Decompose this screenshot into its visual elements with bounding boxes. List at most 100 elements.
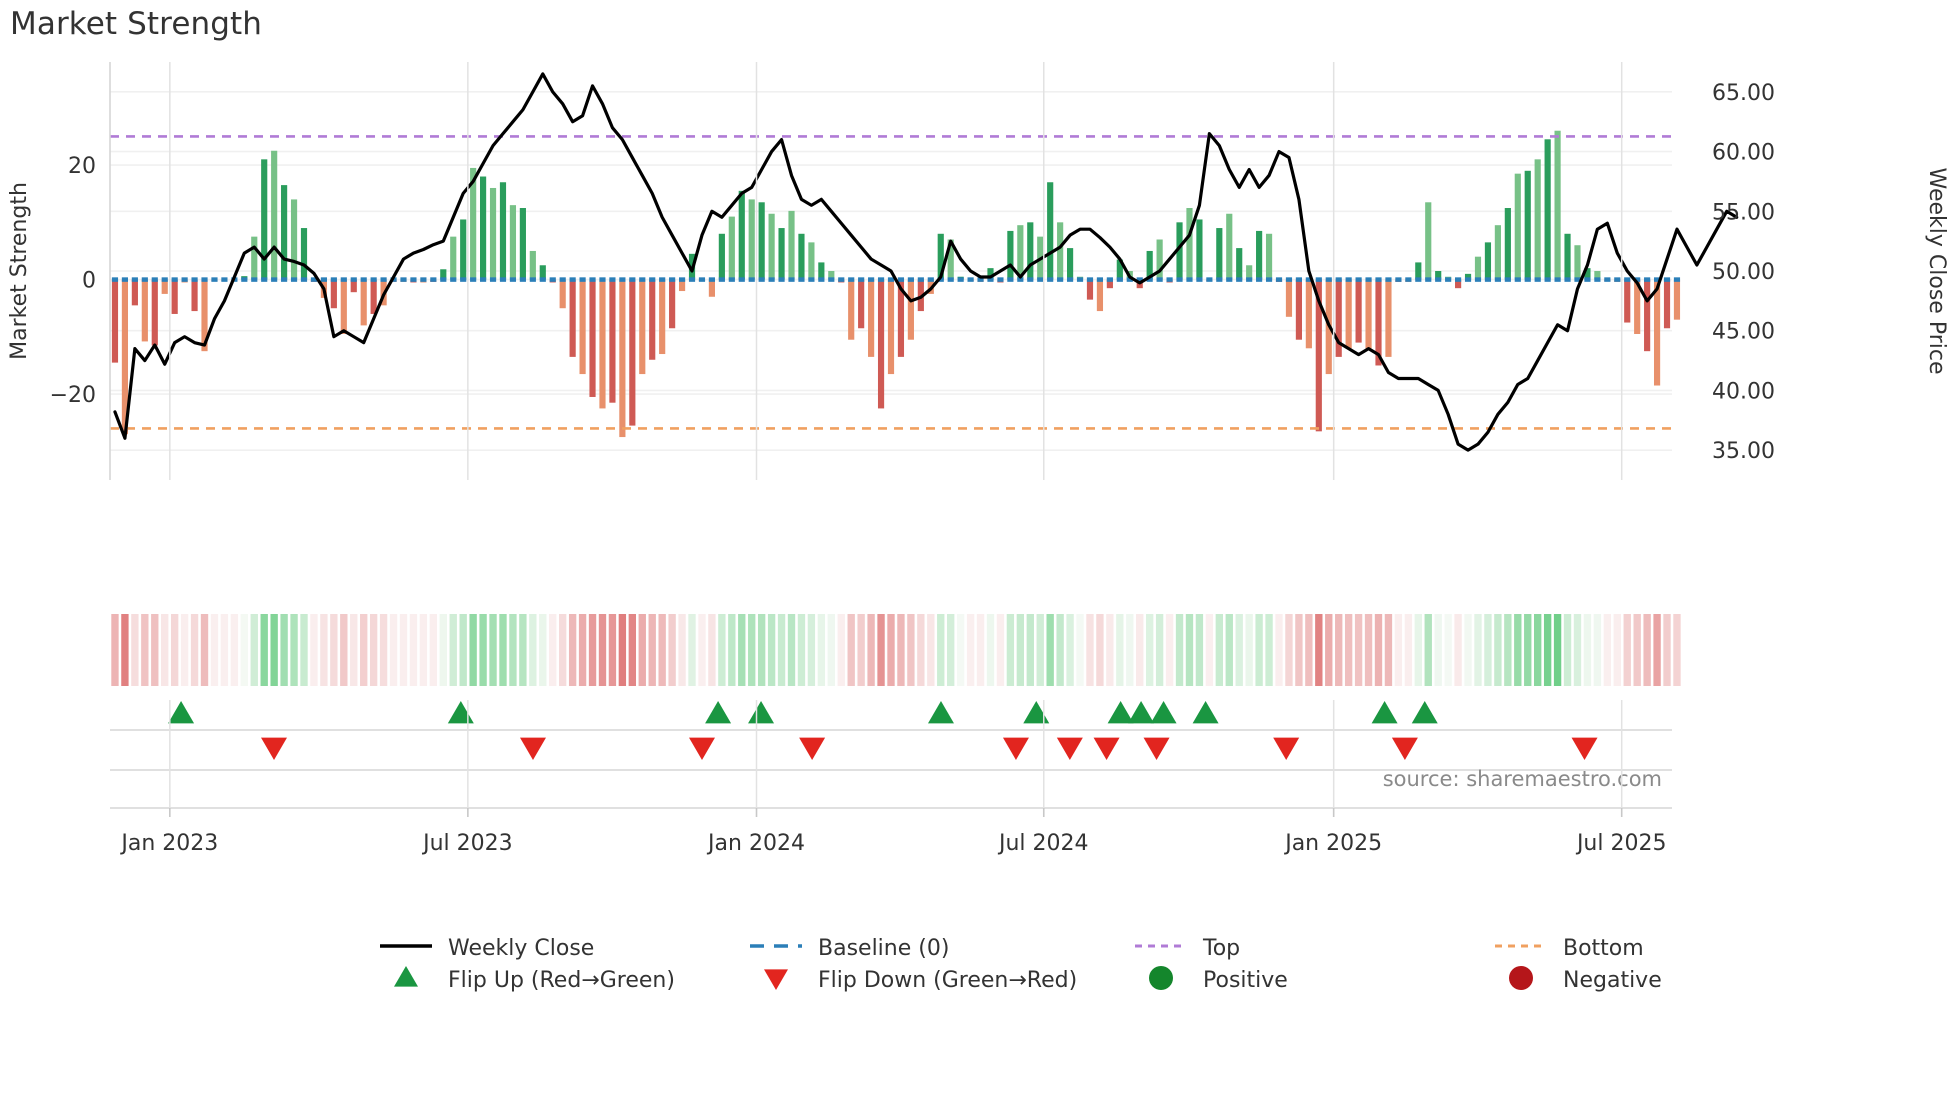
strength-bar — [858, 279, 865, 329]
heatmap-cell — [1563, 614, 1572, 686]
strength-bar — [1435, 271, 1442, 280]
legend-item[interactable]: Weekly Close — [380, 936, 594, 961]
strength-bar — [1047, 182, 1054, 280]
legend-item[interactable]: Negative — [1509, 966, 1662, 993]
legend-item[interactable]: Flip Down (Green→Red) — [764, 968, 1077, 993]
strength-bar — [649, 279, 656, 360]
strength-bar — [1455, 279, 1462, 289]
strength-bar — [1335, 279, 1342, 357]
heatmap-cell — [877, 614, 885, 686]
heatmap-cell — [459, 614, 467, 686]
heatmap-cell — [1215, 614, 1223, 686]
strength-bar — [718, 233, 725, 280]
heatmap-cell — [668, 614, 676, 686]
heatmap-cell — [519, 614, 527, 686]
legend-label: Negative — [1563, 968, 1662, 993]
flip-down-marker — [1056, 737, 1083, 760]
heatmap-cell — [1424, 614, 1432, 686]
heatmap-cell — [340, 614, 348, 686]
heatmap-cell — [837, 614, 845, 686]
legend-item[interactable]: Bottom — [1495, 936, 1644, 961]
heatmap-cell — [1225, 614, 1233, 686]
heatmap-cell — [330, 614, 338, 686]
strength-bar — [489, 187, 497, 280]
heatmap-cell — [748, 614, 756, 686]
strength-bar — [141, 279, 148, 342]
strength-bar — [1514, 173, 1521, 280]
heatmap-cell — [688, 614, 696, 686]
heatmap-cell — [1205, 614, 1214, 686]
strength-bar — [350, 279, 357, 293]
heatmap-cell — [1633, 614, 1641, 686]
heatmap-cell — [300, 614, 308, 686]
legend-triangle-down-icon — [764, 969, 788, 990]
heatmap-cell — [738, 614, 746, 686]
strength-bar — [499, 182, 507, 280]
heatmap-cell — [1285, 614, 1293, 686]
strength-bar — [599, 279, 606, 409]
strength-bar — [1017, 225, 1024, 280]
strength-bar — [619, 279, 626, 438]
right-axis-tick: 40.00 — [1712, 379, 1775, 404]
heatmap-cell — [1514, 614, 1522, 686]
flip-up-marker — [1411, 701, 1438, 724]
strength-bar — [609, 279, 616, 403]
heatmap-cell — [1096, 614, 1104, 686]
strength-bar — [111, 279, 119, 363]
heatmap-cell — [121, 614, 129, 686]
heatmap-cell — [1295, 614, 1303, 686]
heatmap-cell — [718, 614, 726, 686]
strength-bar — [788, 210, 795, 280]
strength-bar — [1027, 222, 1034, 280]
heatmap-cell — [1414, 614, 1422, 686]
heatmap-cell — [1444, 614, 1452, 686]
strength-bar — [559, 279, 566, 309]
strength-bar — [460, 219, 467, 280]
strength-bar — [1226, 213, 1233, 280]
strength-bar — [1315, 279, 1322, 432]
heatmap-cell — [369, 614, 378, 686]
strength-bar — [1096, 279, 1104, 312]
strength-bar — [1355, 279, 1362, 343]
heatmap-cell — [887, 614, 895, 686]
heatmap-cell — [290, 614, 298, 686]
heatmap-cell — [1046, 614, 1054, 686]
heatmap-cell — [867, 614, 875, 686]
strength-bar — [1534, 159, 1541, 280]
heatmap-cell — [847, 614, 855, 686]
strength-bar — [1146, 250, 1153, 280]
flip-up-marker — [447, 701, 474, 724]
strength-bar — [1474, 256, 1482, 280]
flip-down-marker — [261, 737, 288, 760]
strength-bar — [1554, 130, 1561, 280]
flip-up-marker — [168, 701, 195, 724]
strength-bar — [161, 279, 168, 294]
legend-item[interactable]: Flip Up (Red→Green) — [394, 966, 675, 993]
strength-bar — [1186, 208, 1193, 280]
heatmap-cell — [1175, 614, 1184, 686]
heatmap-cell — [1255, 614, 1263, 686]
strength-bar — [828, 271, 835, 280]
strength-bar — [300, 228, 308, 280]
heatmap-cell — [1543, 614, 1552, 686]
legend-item[interactable]: Baseline (0) — [750, 936, 949, 961]
strength-bar — [947, 239, 954, 280]
strength-bar — [708, 279, 715, 297]
strength-bar — [1574, 245, 1581, 280]
heatmap-cell — [947, 614, 955, 686]
heatmap-cell — [1026, 614, 1034, 686]
heatmap-cell — [1394, 614, 1403, 686]
legend-item[interactable]: Top — [1135, 936, 1240, 961]
x-axis-tick: Jul 2024 — [997, 831, 1089, 856]
strength-bar — [509, 205, 517, 280]
heatmap-cell — [479, 614, 487, 686]
heatmap-cell — [907, 614, 915, 686]
heatmap-cell — [1593, 614, 1602, 686]
strength-bar — [1494, 225, 1501, 280]
heatmap-cell — [1145, 614, 1154, 686]
legend-item[interactable]: Positive — [1149, 966, 1288, 993]
heatmap-cell — [539, 614, 547, 686]
left-axis-tick: 20 — [68, 154, 96, 179]
heatmap-cell — [1673, 614, 1681, 686]
x-axis-tick: Jul 2023 — [421, 831, 513, 856]
